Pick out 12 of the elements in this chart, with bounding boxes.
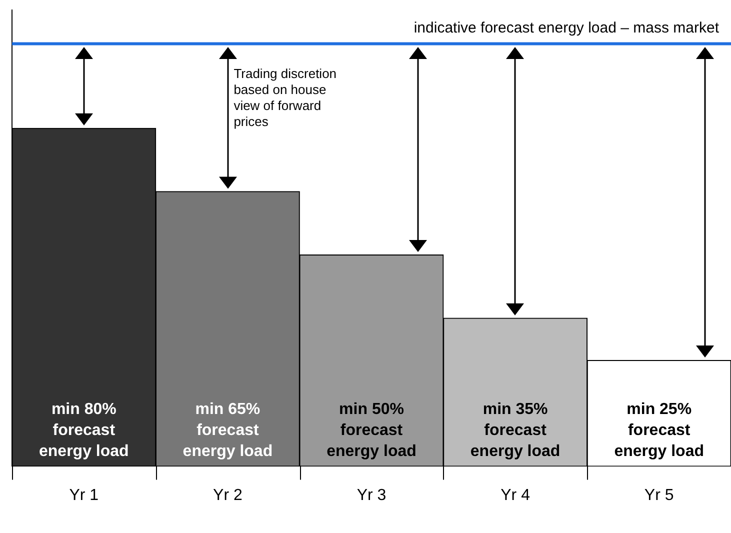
data-label: min 80% forecast energy load [38, 400, 129, 460]
x-tick-label: Yr 3 [356, 486, 386, 504]
data-label: min 25% forecast energy load [614, 400, 704, 460]
ref-line-label: indicative forecast energy load – mass market [414, 19, 720, 36]
x-tick-label: Yr 5 [644, 486, 674, 504]
x-tick-label: Yr 2 [213, 486, 242, 504]
x-tick-label: Yr 4 [500, 486, 530, 504]
data-label: min 50% forecast energy load [326, 400, 416, 460]
data-label: min 65% forecast energy load [182, 400, 273, 460]
data-label: min 35% forecast energy load [470, 400, 560, 460]
x-tick-label: Yr 1 [69, 486, 99, 504]
annotation: Trading discretion based on house view of forward prices [234, 66, 338, 130]
